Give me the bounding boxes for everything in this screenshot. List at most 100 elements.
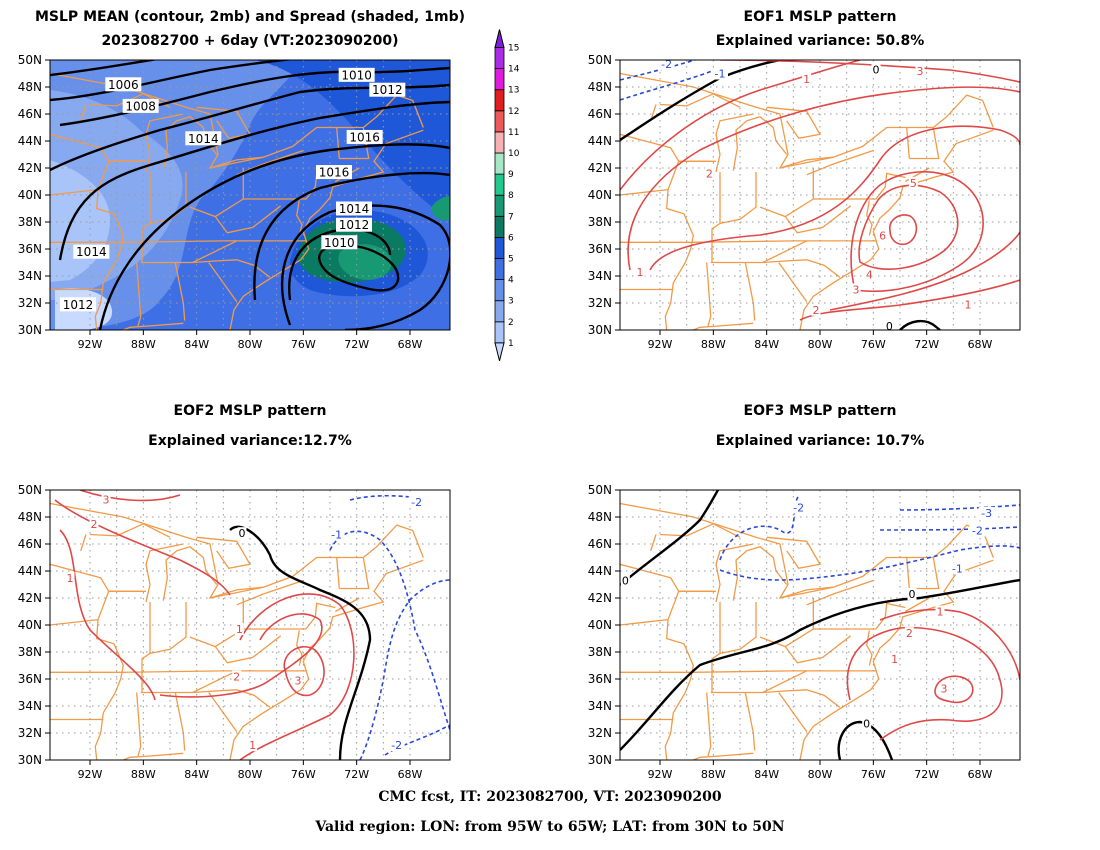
state-line-27 [121,322,184,330]
eof1-pos-2b [799,279,1020,321]
lon-tick-label: 68W [398,768,423,781]
contour-label-bg [60,297,96,312]
state-line-22 [778,262,808,302]
lat-tick-label: 36N [18,242,42,256]
contour-label: 3 [917,65,924,78]
state-line-15 [719,602,757,655]
isobar-1004 [50,60,159,77]
state-line-29 [80,534,87,552]
lat-tick-label: 34N [18,269,42,283]
contour-label: -2 [972,525,983,538]
contour-label-bg [105,77,142,92]
lat-tick-label: 40N [18,618,42,632]
mslp-contours [50,60,450,330]
colorbar-label: 2 [508,318,514,328]
eof3-neg-2b [879,526,1020,531]
spread-level-8-east [431,196,450,221]
contour-label: 1012 [63,298,94,312]
colorbar-swatch [494,173,505,196]
lon-tick-label: 72W [344,338,369,351]
contour-label-bg [293,674,303,687]
lon-tick-label: 72W [914,768,939,781]
lat-tick-label: 34N [588,269,612,283]
contour-label: 1 [965,298,972,311]
contour-label: 2 [813,304,820,317]
state-line-3 [659,523,741,538]
contour-label: -1 [715,68,726,81]
contour-label: 1014 [339,202,370,216]
contour-label-bg [658,58,675,71]
contour-label: 1016 [319,166,350,180]
colorbar-swatch [494,89,505,112]
lat-tick-label: 38N [588,215,612,229]
lat-tick-label: 32N [18,296,42,310]
lat-tick-label: 46N [588,537,612,551]
colorbar-bottom-arrow [494,342,505,362]
eof3-pos-3 [934,675,974,704]
colorbar-label: 3 [508,297,514,307]
contour-label-bg [969,524,986,537]
panel-eof2-title-line2: Explained variance:12.7% [148,433,352,449]
state-line-0 [620,72,994,169]
lat-tick-label: 40N [18,188,42,202]
contour-label: 0 [909,588,916,601]
contour-label: 2 [706,167,713,180]
state-line-23 [192,689,271,708]
contour-label: -3 [981,507,992,520]
lat-tick-label: 38N [588,645,612,659]
lon-tick-label: 88W [131,338,156,351]
eof1-pos-2 [627,86,1020,271]
state-line-23 [762,259,841,278]
colorbar-label: 8 [508,191,514,201]
lat-tick-label: 46N [18,107,42,121]
lat-tick-label: 46N [18,537,42,551]
contour-label-bg [907,587,917,600]
contour-label: 1 [937,606,944,619]
state-line-26 [334,597,360,613]
footer-line1: CMC fcst, IT: 2023082700, VT: 2023090200 [378,789,722,805]
state-line-4 [196,536,252,570]
state-line-18 [189,636,216,648]
colorbar-label: 14 [508,65,520,75]
lat-tick-label: 40N [588,188,612,202]
contour-label: 3 [103,493,110,506]
colorbar-swatch [494,152,505,175]
contour-label-bg [388,739,405,752]
contour-label: 0 [239,527,246,540]
state-line-6 [236,579,304,606]
eof1-neg-1 [620,67,721,101]
contour-label: -2 [391,739,402,752]
panel-eof2-title-line1: EOF2 MSLP pattern [173,403,327,419]
contour-label-bg [408,496,425,509]
state-line-22 [208,692,238,732]
state-line-22 [778,692,808,732]
state-line-0 [50,72,424,169]
grid-eof1 [620,60,1020,330]
colorbar-swatch [494,110,505,133]
state-line-1 [715,543,754,603]
state-line-10 [620,240,876,243]
contour-label-bg [712,67,728,80]
state-line-25 [909,127,940,160]
colorbar-label: 11 [508,128,519,138]
lon-tick-label: 68W [968,768,993,781]
colorbar-swatch [494,236,505,259]
state-line-21 [136,262,142,327]
state-line-11 [620,188,669,196]
state-line-25 [909,557,940,590]
contour-label: -2 [793,502,804,515]
lat-tick-label: 46N [588,107,612,121]
state-line-17 [784,198,852,234]
panel-eof1-title-line1: EOF1 MSLP pattern [743,9,897,25]
state-line-6 [806,149,874,176]
state-line-22 [208,262,238,302]
colorbar-top-arrow [494,29,505,48]
contour-label: 6 [879,230,886,243]
contour-label-bg [908,176,918,189]
lat-tick-label: 30N [18,753,42,767]
